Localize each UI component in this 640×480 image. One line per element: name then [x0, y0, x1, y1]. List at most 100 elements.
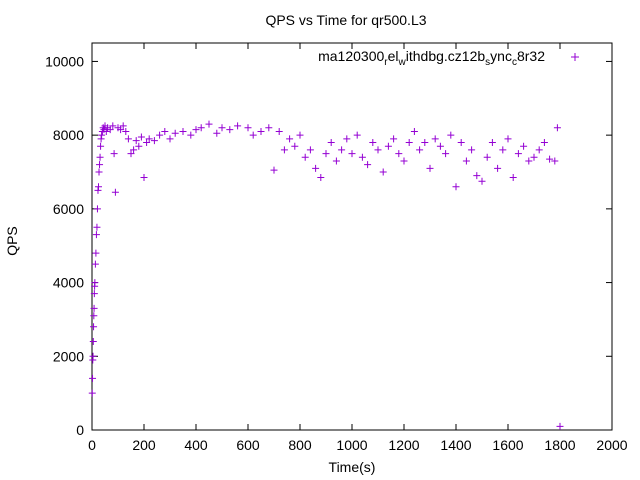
data-point — [93, 223, 101, 231]
data-point — [109, 122, 117, 130]
data-point — [332, 157, 340, 165]
data-point — [94, 186, 102, 194]
data-point — [96, 161, 104, 169]
data-point — [301, 153, 309, 161]
data-point — [442, 150, 450, 158]
data-point — [90, 323, 98, 331]
data-point — [514, 150, 522, 158]
x-tick-label: 400 — [184, 437, 208, 453]
x-tick-label: 200 — [132, 437, 156, 453]
data-point — [551, 157, 559, 165]
x-axis-label: Time(s) — [329, 459, 376, 475]
y-tick-label: 8000 — [53, 127, 84, 143]
data-point — [369, 139, 377, 147]
data-point — [488, 139, 496, 147]
data-point — [95, 183, 102, 191]
data-point — [421, 139, 429, 147]
data-point — [322, 150, 330, 158]
data-point — [509, 174, 517, 182]
data-point — [89, 374, 97, 382]
data-point — [145, 135, 153, 143]
plot-frame — [91, 42, 613, 431]
data-point — [135, 142, 143, 150]
data-point — [161, 127, 169, 135]
data-point — [187, 131, 195, 139]
data-point — [127, 150, 135, 158]
data-point — [483, 153, 491, 161]
data-point — [447, 131, 455, 139]
y-tick-label: 10000 — [45, 53, 84, 69]
data-point — [110, 150, 118, 158]
data-point — [379, 168, 387, 176]
data-point — [96, 153, 104, 161]
data-point — [89, 338, 97, 346]
data-point — [102, 127, 110, 135]
data-point — [327, 139, 335, 147]
x-axis: 0 200 400 600 800 1000 1200 1400 1600 1800 2000 — [88, 43, 628, 453]
x-tick-label: 1800 — [544, 437, 575, 453]
data-point — [90, 312, 98, 320]
data-point — [150, 137, 158, 145]
data-point — [400, 157, 408, 165]
y-tick-label: 6000 — [53, 201, 84, 217]
legend-marker — [571, 53, 579, 61]
data-point — [156, 131, 164, 139]
data-point — [197, 124, 205, 132]
data-point — [395, 150, 403, 158]
data-point — [90, 290, 98, 298]
data-point — [348, 150, 356, 158]
data-point — [137, 133, 145, 141]
data-point — [478, 177, 486, 185]
data-point — [462, 157, 470, 165]
data-point — [499, 146, 507, 154]
data-point — [286, 135, 294, 143]
data-point — [457, 139, 465, 147]
data-point — [270, 166, 278, 174]
data-point — [553, 124, 561, 132]
x-tick-label: 2000 — [596, 437, 627, 453]
data-point — [130, 146, 138, 154]
data-point — [452, 183, 460, 191]
data-point — [504, 135, 512, 143]
y-tick-label: 0 — [76, 422, 84, 438]
data-point — [205, 120, 213, 128]
data-point — [317, 174, 325, 182]
data-point — [249, 131, 257, 139]
data-point — [520, 142, 528, 150]
data-point — [234, 122, 242, 130]
data-point — [374, 146, 382, 154]
data-point — [468, 146, 476, 154]
data-point — [556, 422, 564, 430]
data-point — [92, 231, 100, 239]
data-point — [117, 126, 125, 134]
data-point — [179, 127, 187, 135]
x-tick-label: 1200 — [388, 437, 419, 453]
data-point — [244, 124, 252, 132]
data-point — [140, 174, 148, 182]
data-point — [338, 146, 346, 154]
data-point — [124, 135, 132, 143]
data-point — [88, 389, 96, 397]
legend: ma120300relwithdbg.cz12bsyncc8r32 — [318, 48, 579, 68]
data-points — [88, 120, 564, 430]
data-point — [291, 142, 299, 150]
data-point — [226, 126, 234, 134]
data-point — [410, 127, 418, 135]
data-point — [436, 142, 444, 150]
data-point — [95, 168, 103, 176]
data-point — [312, 164, 320, 172]
data-point — [390, 135, 398, 143]
x-tick-label: 1400 — [440, 437, 471, 453]
data-point — [93, 205, 101, 213]
x-tick-label: 0 — [88, 437, 96, 453]
chart-title: QPS vs Time for qr500.L3 — [265, 12, 426, 28]
data-point — [166, 135, 174, 143]
data-point — [90, 304, 98, 312]
data-point — [384, 142, 392, 150]
data-point — [364, 161, 372, 169]
data-point — [275, 127, 283, 135]
data-point — [296, 131, 304, 139]
data-point — [265, 124, 273, 132]
data-point — [98, 131, 106, 139]
data-point — [119, 122, 127, 130]
